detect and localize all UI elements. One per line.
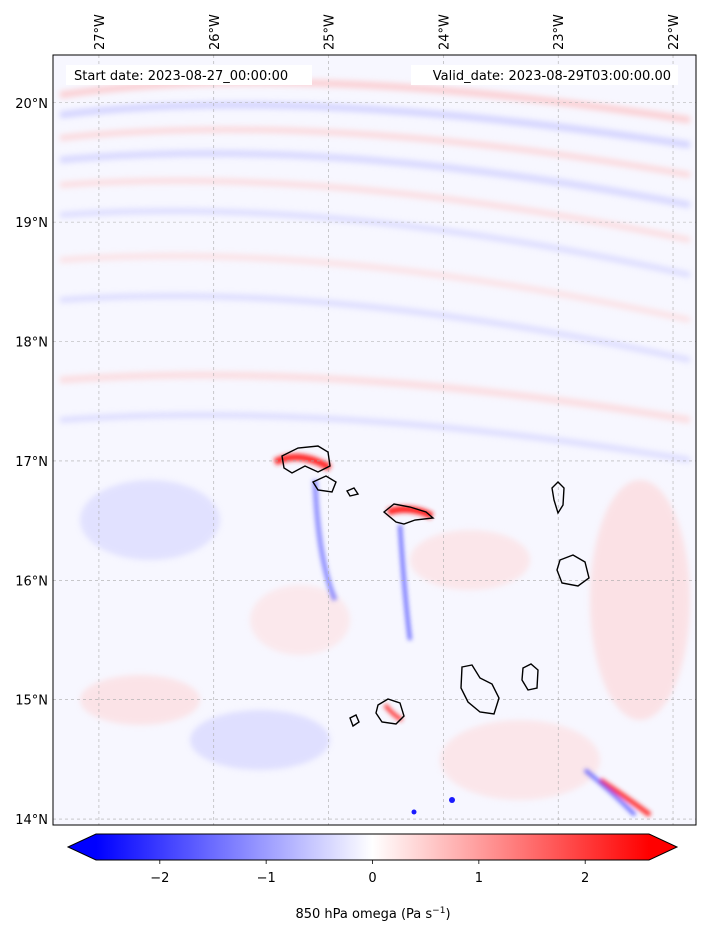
lat-tick-label: 15°N	[15, 694, 48, 709]
valid-date-box	[411, 65, 678, 85]
island-boa-vista	[556, 554, 590, 587]
colorbar-tick-label: −1	[257, 871, 276, 886]
lat-tick-label: 20°N	[15, 97, 48, 112]
lon-tick-label: 26°W	[208, 14, 223, 50]
gridlines	[53, 55, 696, 825]
coastlines	[281, 445, 590, 728]
colorbar-extend-high	[649, 834, 677, 860]
lon-tick-label: 24°W	[437, 14, 452, 50]
valid-date-label: Valid_date: 2023-08-29T03:00:00.00	[433, 69, 671, 84]
colorbar-ticks: −2 −1 0 1 2	[150, 860, 589, 886]
map-frame	[52, 54, 697, 826]
colorbar-tick-label: 0	[368, 871, 376, 886]
island-sal	[551, 481, 565, 515]
colorbar-body	[96, 834, 649, 860]
lon-tick-label: 27°W	[93, 14, 108, 50]
start-date-label: Start date: 2023-08-27_00:00:00	[74, 69, 288, 84]
latitude-tick-labels: 20°N 19°N 18°N 17°N 16°N 15°N 14°N	[15, 97, 48, 828]
colorbar-tick-label: −2	[150, 871, 169, 886]
island-santiago	[460, 664, 500, 715]
colorbar: −2 −1 0 1 2 850 hPa omega (Pa s−1)	[66, 833, 679, 922]
start-date-box	[66, 65, 312, 85]
colorbar-tick-label: 2	[581, 871, 589, 886]
island-sao-nicolau	[382, 503, 435, 525]
colorbar-outline	[66, 833, 679, 861]
island-sao-vicente	[311, 475, 337, 493]
lat-tick-label: 17°N	[15, 455, 48, 470]
island-santo-antao	[281, 445, 331, 474]
island-brava	[349, 714, 360, 728]
longitude-tick-labels: 27°W 26°W 25°W 24°W 23°W 22°W	[93, 14, 682, 50]
colorbar-extend-low	[68, 834, 96, 860]
lon-tick-label: 25°W	[323, 14, 338, 50]
island-fogo	[375, 698, 405, 725]
lon-tick-label: 23°W	[552, 14, 567, 50]
lat-tick-label: 18°N	[15, 336, 48, 351]
lon-tick-label: 22°W	[667, 14, 682, 50]
colorbar-title: 850 hPa omega (Pa s−1)	[295, 906, 450, 922]
island-maio	[521, 663, 539, 691]
omega-field	[53, 55, 696, 825]
colorbar-tick-label: 1	[475, 871, 483, 886]
lat-tick-label: 16°N	[15, 574, 48, 589]
lat-tick-label: 14°N	[15, 813, 48, 828]
island-santa-luzia	[345, 487, 360, 497]
lat-tick-label: 19°N	[15, 216, 48, 231]
